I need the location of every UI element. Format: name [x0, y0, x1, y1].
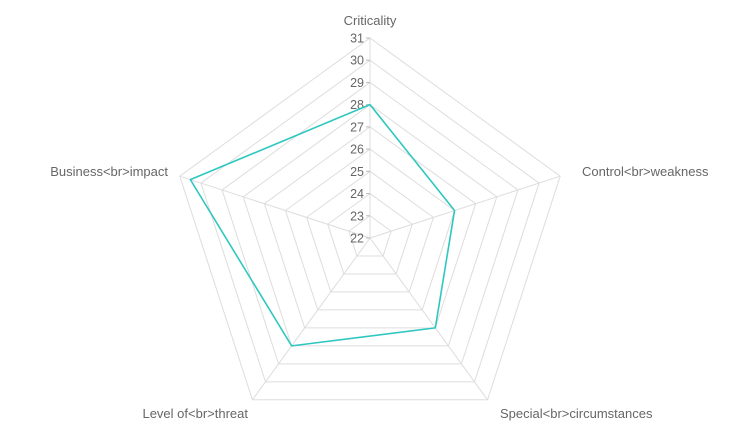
axis-label-4: Business<br>impact: [50, 164, 168, 179]
tick-label-29: 29: [350, 76, 364, 90]
spoke-4: [179, 175, 371, 239]
spoke-1: [369, 175, 561, 239]
grid-ring-23: [348, 215, 392, 257]
grid-ring-25: [306, 170, 434, 293]
axis-label-2: Special<br>circumstances: [500, 406, 653, 421]
grid-ring-27: [263, 126, 477, 329]
grid-ring-28: [242, 104, 498, 347]
spoke-3: [252, 237, 371, 401]
tick-label-26: 26: [350, 143, 364, 157]
axis-labels: Criticality Control<br>weakness Special<br…: [50, 13, 709, 421]
tick-label-30: 30: [350, 54, 364, 68]
tick-label-31: 31: [350, 32, 364, 46]
grid-ring-29: [221, 81, 519, 365]
axis-label-0: Criticality: [344, 13, 397, 28]
spoke-2: [369, 237, 488, 401]
axis-label-1: Control<br>weakness: [582, 164, 709, 179]
tick-label-23: 23: [350, 209, 364, 223]
axis-label-3: Level of<br>threat: [142, 406, 248, 421]
grid-ring-31: [179, 37, 561, 401]
grid-ring-24: [327, 192, 413, 275]
series-line-0: [189, 103, 456, 347]
radar-series: [189, 103, 456, 347]
tick-label-27: 27: [350, 120, 364, 134]
tick-label-22: 22: [350, 232, 364, 246]
tick-label-24: 24: [350, 187, 364, 201]
radar-grid: [179, 37, 561, 401]
grid-ring-30: [200, 59, 540, 383]
grid-ring-26: [284, 148, 456, 311]
tick-label-25: 25: [350, 165, 364, 179]
radar-spokes: [179, 38, 561, 401]
